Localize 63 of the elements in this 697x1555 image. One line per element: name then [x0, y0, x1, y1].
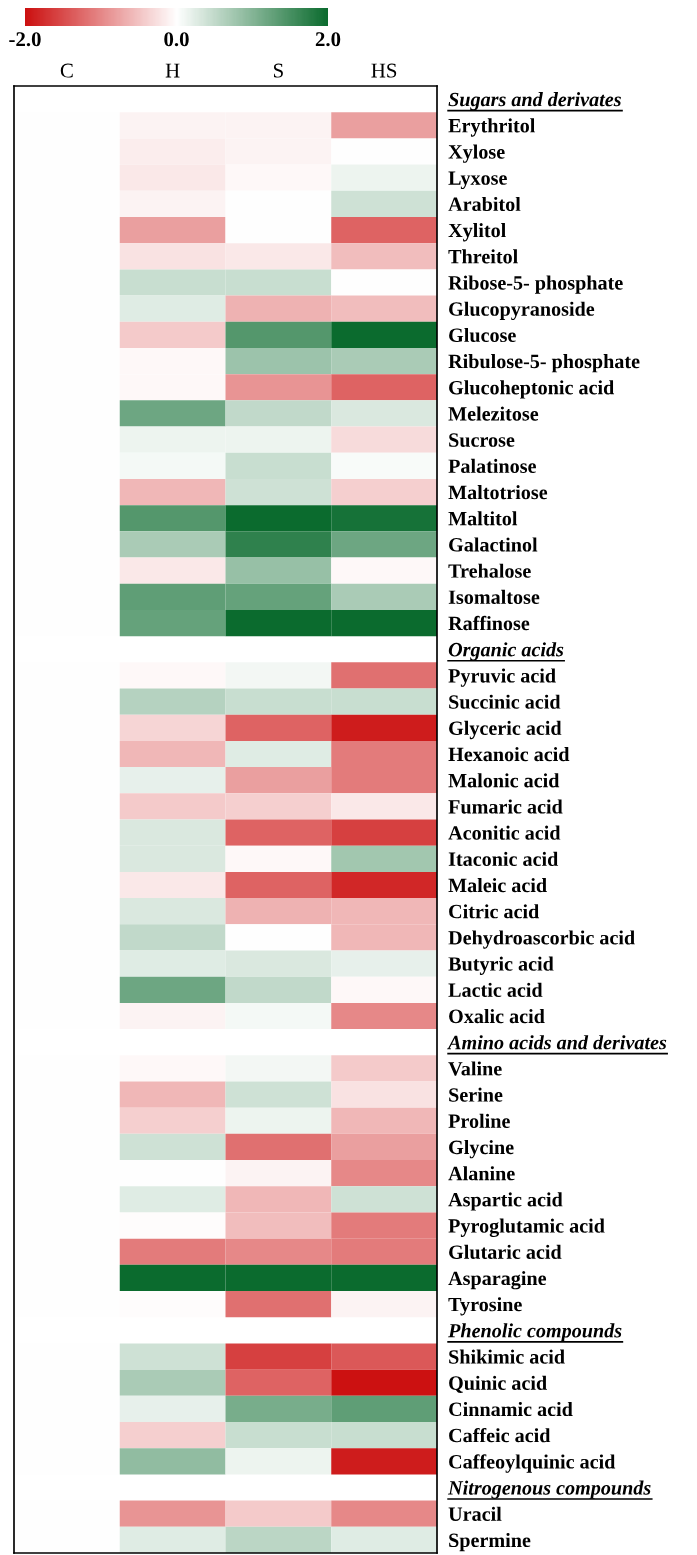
y-tick-label: Melezitose	[448, 406, 539, 421]
y-tick-label: Glucoheptonic acid	[449, 380, 615, 399]
y-tick-label: Tyrosine	[448, 1297, 522, 1316]
y-tick-label: Itaconic acid	[448, 851, 559, 866]
y-tick-label: Pyroglutamic acid	[448, 1218, 605, 1237]
y-tick-label: Hexanoic acid	[448, 747, 570, 762]
y-tick-label: Ribulose-5- phosphate	[448, 354, 640, 373]
y-tick-label: Nitrogenous compounds	[447, 1480, 651, 1499]
x-tick-label: C	[60, 63, 73, 78]
y-tick-label: Threitol	[448, 249, 518, 264]
y-tick-label: Valine	[448, 1061, 502, 1076]
y-tick-label: Citric acid	[449, 904, 540, 919]
y-tick-label: Aspartic acid	[448, 1192, 563, 1211]
color-bar-label: 0.0	[164, 32, 189, 47]
y-tick-label: Lyxose	[448, 171, 507, 189]
y-tick-label: Raffinose	[448, 615, 530, 631]
y-tick-label: Glycine	[449, 1139, 514, 1159]
y-tick-label: Glucopyranoside	[449, 301, 595, 320]
y-tick-label: Fumaric acid	[448, 799, 563, 814]
y-tick-label: Cinnamic acid	[449, 1401, 573, 1417]
y-tick-label: Caffeic acid	[449, 1427, 551, 1443]
y-tick-label: Caffeoylquinic acid	[449, 1454, 616, 1473]
y-tick-label: Butyric acid	[448, 956, 554, 975]
y-tick-label: Lactic acid	[448, 982, 543, 997]
x-tick-label: H	[165, 63, 180, 78]
y-tick-label: Asparagine	[448, 1270, 547, 1290]
y-tick-label: Trehalose	[448, 563, 531, 578]
y-tick-label: Serine	[449, 1087, 503, 1102]
y-tick-label: Maleic acid	[448, 878, 547, 893]
y-tick-label: Erythritol	[448, 118, 536, 137]
y-tick-label: Maltotriose	[448, 485, 548, 500]
y-tick-label: Phenolic compounds	[448, 1323, 622, 1342]
y-tick-label: Xylose	[448, 144, 505, 163]
y-tick-label: Isomaltose	[448, 589, 540, 605]
y-tick-label: Xylitol	[448, 223, 506, 242]
y-tick-label: Oxalic acid	[449, 1008, 545, 1024]
color-bar-label: -2.0	[9, 32, 41, 47]
y-tick-label: Uracil	[448, 1506, 502, 1521]
y-tick-label: Aconitic acid	[448, 825, 561, 840]
x-tick-label: HS	[371, 63, 397, 78]
y-tick-label: Sucrose	[449, 433, 515, 447]
y-tick-label: Glucose	[449, 327, 516, 343]
y-tick-label: Proline	[448, 1113, 510, 1128]
y-tick-label: Organic acids	[448, 642, 564, 661]
y-tick-label: Arabitol	[448, 196, 521, 212]
y-tick-label: Spermine	[449, 1532, 531, 1552]
y-tick-label: Ribose-5- phosphate	[448, 275, 623, 294]
y-tick-label: Succinic acid	[449, 694, 561, 709]
y-tick-label: Amino acids and derivates	[447, 1035, 667, 1050]
y-tick-label: Glyceric acid	[449, 720, 562, 740]
color-bar-label: 2.0	[315, 32, 341, 47]
y-tick-label: Sugars and derivates	[448, 92, 621, 111]
y-tick-label: Galactinol	[449, 537, 538, 552]
y-tick-label: Pyruvic acid	[448, 668, 556, 687]
y-tick-label: Malonic acid	[448, 773, 560, 788]
y-tick-label: Quinic acid	[449, 1375, 547, 1393]
y-tick-label: Alanine	[448, 1166, 515, 1181]
y-tick-label: Maltitol	[448, 511, 518, 526]
y-tick-label: Palatinose	[448, 458, 536, 474]
y-tick-label: Dehydroascorbic acid	[448, 930, 635, 949]
x-tick-label: S	[273, 63, 283, 78]
y-tick-label: Glutaric acid	[449, 1244, 562, 1259]
y-tick-label: Shikimic acid	[449, 1349, 565, 1364]
